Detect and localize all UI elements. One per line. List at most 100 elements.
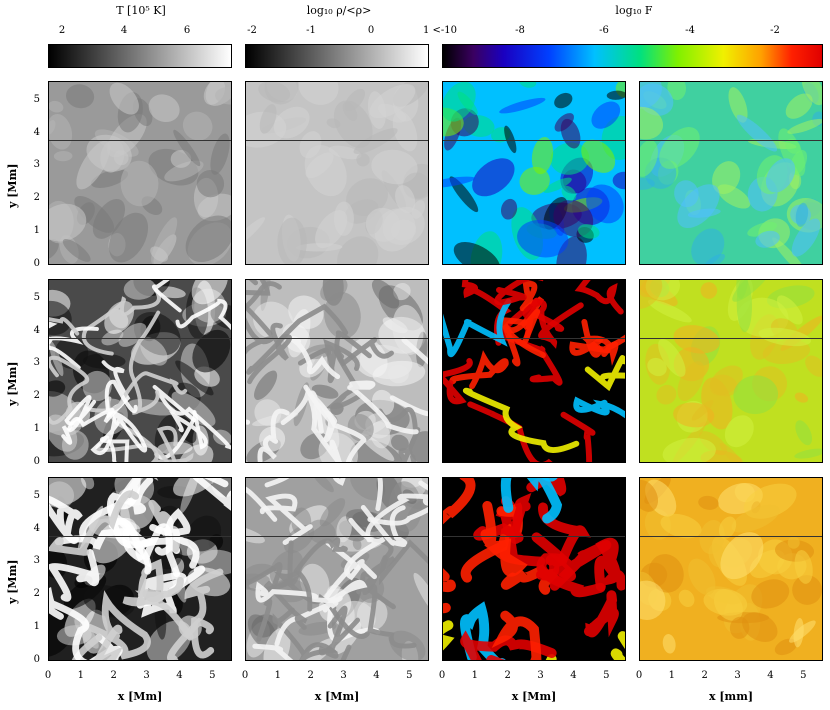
filament [83, 371, 188, 413]
texture-blob [678, 589, 695, 608]
y-tick-label: 0 [33, 654, 40, 665]
filament [246, 281, 282, 310]
x-tick-label: 0 [635, 670, 643, 681]
y-tick-label: 3 [33, 159, 40, 171]
y-tick-label: 0 [33, 258, 40, 269]
texture-blob [328, 145, 362, 160]
texture-blob [342, 101, 358, 121]
texture-blob [214, 86, 231, 105]
y-tick-label: 4 [33, 324, 40, 336]
texture-blob [49, 239, 59, 260]
texture-blob [109, 82, 139, 115]
texture-blob [320, 280, 348, 302]
texture-blob [371, 280, 400, 309]
texture-blob [500, 198, 518, 220]
filament [262, 540, 308, 630]
x-tick-label: 2 [307, 670, 314, 681]
texture-blob [581, 139, 616, 173]
texture-blob [170, 150, 192, 168]
colorbar-tick: 4 [120, 25, 128, 36]
x-tick-label: 4 [767, 670, 774, 681]
y-tick-label: 3 [33, 357, 40, 369]
texture-blob [667, 82, 687, 100]
panel-r2-c3 [442, 279, 626, 463]
panel-r2-c4 [639, 279, 823, 463]
filament [154, 410, 208, 460]
colorbar-gray-density [245, 44, 429, 68]
texture-blob [728, 87, 748, 123]
texture-blob [82, 370, 112, 402]
colorbar-tick: -2 [770, 25, 780, 36]
y-tick-label: 0 [33, 456, 40, 467]
filament [560, 411, 596, 462]
texture-blob [123, 280, 156, 300]
y-tick-label: 5 [33, 291, 40, 303]
texture-blob [49, 119, 56, 135]
texture-blob [393, 282, 411, 301]
texture-blob [365, 207, 401, 242]
colorbar-tick: 2 [58, 25, 66, 36]
x-tick-label: 2 [504, 670, 511, 681]
texture-blob [791, 218, 821, 257]
texture-blob [712, 161, 741, 195]
colorbar-tick: 0 [367, 25, 375, 36]
texture-blob [736, 280, 752, 333]
filament [535, 553, 606, 598]
texture-blob [724, 415, 754, 448]
texture-blob [688, 558, 716, 596]
texture-blob [150, 246, 168, 262]
texture-blob [755, 230, 780, 248]
filament [569, 334, 625, 356]
texture-blob [443, 176, 475, 189]
filament [584, 355, 625, 392]
x-tick-label: 1 [274, 670, 282, 681]
texture-blob [409, 431, 428, 462]
y-tick-label: 4 [33, 522, 40, 534]
filament [272, 607, 339, 660]
texture-blob [298, 82, 339, 105]
texture-blob [367, 91, 386, 129]
texture-blob [751, 579, 790, 609]
x-tick-label: 1 [668, 670, 676, 681]
filament [175, 298, 231, 331]
colorbar-tick: -4 [685, 25, 695, 36]
filament [149, 507, 200, 569]
y-tick-label: 1 [33, 225, 40, 237]
filament [274, 579, 368, 647]
texture-blob [453, 242, 500, 264]
filament [372, 537, 428, 586]
filament [151, 280, 182, 313]
texture-blob [356, 153, 370, 167]
filament [307, 390, 367, 462]
texture-blob [246, 526, 265, 544]
texture-blob [794, 448, 822, 459]
filament [257, 408, 290, 462]
panel-r3-c3 [442, 477, 626, 661]
x-tick-label: 4 [373, 670, 380, 681]
texture-blob [326, 118, 341, 129]
texture-blob [62, 238, 91, 262]
filament [462, 387, 580, 454]
texture-blob [395, 185, 416, 214]
x-tick-label: 3 [537, 670, 544, 681]
y-tick-label: 2 [33, 390, 40, 402]
texture-blob [789, 620, 816, 643]
texture-blob [90, 169, 129, 188]
texture-blob [175, 360, 214, 396]
y-tick-label: 1 [33, 621, 40, 633]
texture-blob [647, 357, 667, 377]
texture-blob [311, 384, 339, 399]
texture-blob [118, 322, 147, 347]
filament [259, 493, 313, 545]
x-tick-label: 5 [209, 670, 216, 681]
x-tick-label: 3 [340, 670, 347, 681]
texture-blob [305, 152, 334, 179]
texture-blob [640, 479, 659, 512]
texture-blob [370, 421, 391, 449]
texture-blob [101, 329, 124, 346]
filament [367, 506, 428, 526]
texture-blob [543, 177, 572, 193]
y-axis-label-row1: y [Mm] [6, 163, 19, 208]
texture-blob [794, 550, 813, 584]
x-tick-label: 3 [143, 670, 150, 681]
